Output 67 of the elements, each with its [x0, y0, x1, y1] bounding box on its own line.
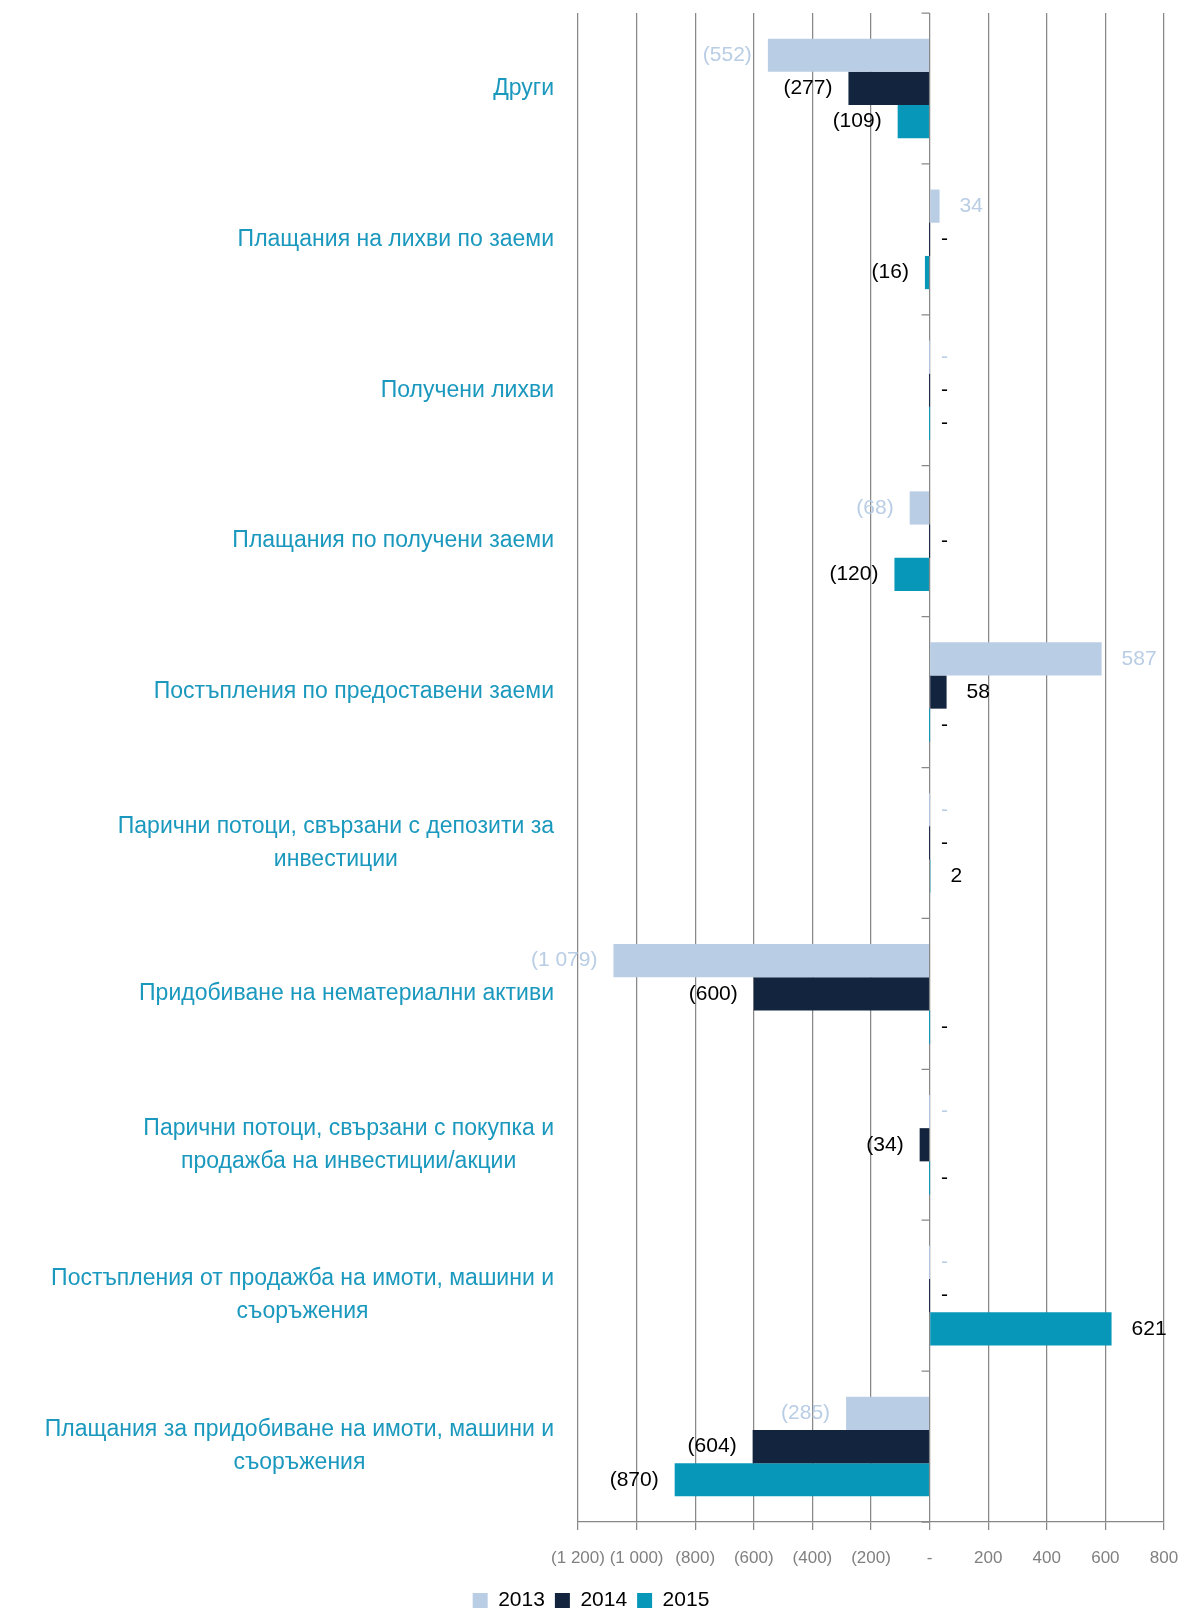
y-tick-label: Плащания по получени заеми	[232, 526, 554, 553]
bar	[894, 557, 929, 591]
x-tick-label: 200	[974, 1547, 1003, 1567]
x-tick-label: (1 000)	[609, 1547, 664, 1567]
y-tick-label: Други	[493, 73, 555, 100]
bar	[613, 944, 929, 978]
data-label: -	[941, 796, 949, 820]
data-label: -	[941, 829, 949, 853]
data-label: (604)	[687, 1433, 737, 1457]
data-label: -	[941, 1249, 949, 1273]
x-tick-label: (200)	[851, 1547, 891, 1567]
y-tick-label: Придобиване на нематериални активи	[139, 979, 554, 1006]
bar	[753, 977, 929, 1011]
bar	[919, 1128, 929, 1162]
data-label: -	[941, 1164, 949, 1188]
data-label: -	[941, 343, 949, 367]
bar	[752, 1429, 929, 1464]
y-tick-label: Постъпления от продажба на имоти, машини и съоръжения	[51, 1264, 554, 1324]
data-label: (870)	[609, 1466, 659, 1490]
y-tick-label: Плащания за придобиване на имоти, машини и съоръжения	[44, 1415, 555, 1475]
y-tick-label: Плащания на лихви по заеми	[237, 224, 554, 251]
data-label: -	[941, 226, 949, 250]
bar	[767, 38, 929, 72]
bar	[848, 71, 929, 106]
data-label: (16)	[871, 259, 909, 283]
data-label: (552)	[702, 42, 752, 66]
bar	[930, 189, 940, 223]
data-label: 2	[950, 862, 963, 886]
bar	[674, 1463, 929, 1497]
data-label: (120)	[829, 561, 879, 585]
bar	[930, 1312, 1112, 1346]
x-tick-label: 400	[1032, 1547, 1061, 1567]
bar	[909, 491, 929, 525]
bar	[846, 1396, 929, 1430]
data-label: -	[941, 410, 949, 434]
data-label: -	[941, 377, 949, 401]
data-label: 34	[959, 192, 984, 216]
y-tick-label: Получени лихви	[380, 375, 555, 402]
data-label: -	[941, 527, 949, 551]
bar	[930, 642, 1102, 676]
y-tick-label: Парични потоци, свързани с депозити за инвестиции	[117, 811, 555, 871]
data-label: -	[941, 712, 949, 736]
x-tick-label: 800	[1149, 1547, 1179, 1567]
data-label: 587	[1121, 645, 1157, 669]
y-tick-label: Постъпления по предоставени заеми	[153, 677, 555, 704]
legend-label: 2015	[662, 1587, 710, 1611]
legend-label: 2013	[498, 1587, 545, 1611]
data-label: -	[941, 1098, 949, 1122]
data-label: -	[941, 1013, 949, 1037]
x-tick-label: -	[926, 1547, 933, 1567]
bar	[924, 255, 929, 290]
data-label: 58	[966, 678, 990, 702]
x-tick-label: (400)	[792, 1547, 833, 1567]
y-tick-label: Парични потоци, свързани с покупка и продажба на инвестиции/акции	[143, 1113, 555, 1173]
data-label: (277)	[783, 75, 833, 99]
data-label: -	[941, 1282, 949, 1306]
legend-label: 2014	[580, 1587, 628, 1611]
data-label: (109)	[832, 108, 882, 132]
x-tick-label: (800)	[675, 1547, 716, 1567]
x-tick-label: 600	[1091, 1547, 1120, 1567]
data-label: (34)	[866, 1131, 904, 1155]
bar	[930, 675, 947, 709]
x-tick-label: (1 200)	[551, 1547, 605, 1567]
x-tick-label: (600)	[733, 1547, 774, 1567]
data-label: (600)	[688, 980, 738, 1004]
bar	[897, 105, 929, 139]
data-label: 621	[1131, 1315, 1167, 1339]
